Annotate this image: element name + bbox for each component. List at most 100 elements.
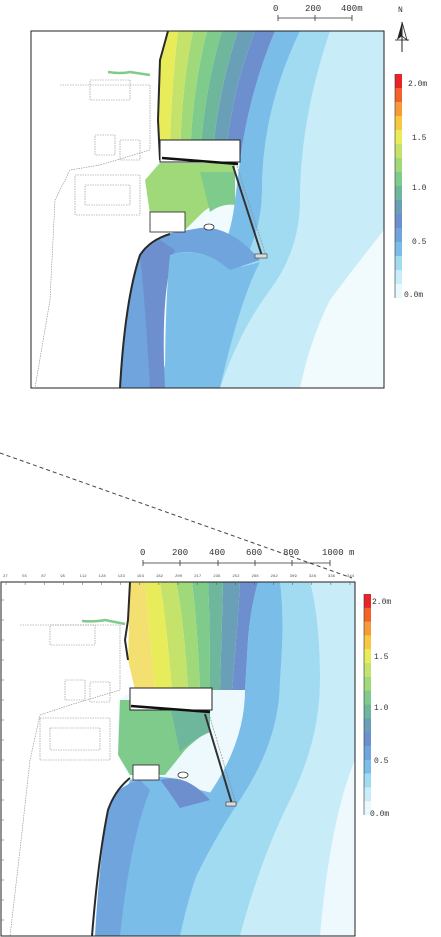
legend-swatch bbox=[364, 663, 371, 678]
legend-swatch bbox=[395, 200, 402, 215]
legend-swatch bbox=[364, 801, 371, 816]
legend-swatch bbox=[395, 116, 402, 131]
grid-label: 217 bbox=[194, 575, 202, 579]
section-line bbox=[0, 452, 353, 579]
legend-swatch bbox=[395, 270, 402, 285]
top-coastline-south bbox=[119, 233, 171, 389]
legend-swatch bbox=[364, 635, 371, 650]
grid-label: 344 bbox=[347, 575, 355, 579]
top-scale-label-0: 0 bbox=[273, 4, 279, 14]
bottom-river bbox=[81, 618, 126, 626]
top-map-frame bbox=[30, 30, 385, 389]
bottom-legend-label-1.5: 1.5 bbox=[374, 653, 389, 662]
bottom-legend-colorbar bbox=[364, 594, 371, 816]
grid-label: 128 bbox=[98, 575, 106, 579]
bottom-grid-ticks bbox=[5, 582, 351, 585]
bottom-legend-label-1.0: 1.0 bbox=[374, 704, 389, 713]
grid-label: 309 bbox=[289, 575, 297, 579]
bottom-quay bbox=[132, 764, 160, 781]
bottom-legend-label-0.0: 0.0m bbox=[370, 810, 390, 819]
top-pier-head bbox=[254, 253, 268, 259]
bottom-scale-label-0: 0 bbox=[140, 548, 146, 558]
bottom-breakwater-edge bbox=[130, 704, 211, 714]
legend-swatch bbox=[395, 242, 402, 257]
legend-swatch bbox=[395, 214, 402, 229]
grid-label: 87 bbox=[41, 575, 47, 579]
bottom-scale-label-800: 800 bbox=[283, 548, 300, 558]
bottom-legend-label-0.5: 0.5 bbox=[374, 757, 389, 766]
top-jetty-head bbox=[203, 223, 215, 231]
bottom-pier-head bbox=[225, 801, 237, 807]
legend-swatch bbox=[395, 284, 402, 299]
legend-swatch bbox=[364, 676, 371, 691]
top-legend-label-0.5: 0.5 bbox=[412, 238, 427, 247]
legend-swatch bbox=[395, 102, 402, 117]
top-pier bbox=[232, 165, 263, 257]
top-coastline-north bbox=[156, 30, 169, 161]
top-wave-field bbox=[31, 31, 384, 388]
legend-swatch bbox=[364, 704, 371, 719]
legend-swatch bbox=[364, 759, 371, 774]
top-legend-label-2.0: 2.0m bbox=[408, 80, 428, 89]
legend-swatch bbox=[364, 594, 371, 609]
grid-label: 27 bbox=[3, 575, 8, 579]
top-scale-bar bbox=[277, 15, 353, 21]
top-scale-label-200: 200 bbox=[305, 4, 322, 14]
north-arrow-icon bbox=[395, 21, 409, 52]
grid-label: 55 bbox=[22, 575, 27, 579]
grid-label: 236 bbox=[213, 575, 221, 579]
bottom-scale-label-200: 200 bbox=[172, 548, 189, 558]
bottom-legend-label-2.0: 2.0m bbox=[372, 598, 392, 607]
bottom-land-features bbox=[9, 624, 121, 937]
top-legend-label-1.0: 1.0 bbox=[412, 184, 427, 193]
legend-swatch bbox=[364, 649, 371, 664]
grid-label: 268 bbox=[251, 575, 259, 579]
legend-swatch bbox=[364, 718, 371, 733]
legend-swatch bbox=[395, 130, 402, 145]
grid-label: 182 bbox=[155, 575, 164, 579]
grid-label: 200 bbox=[175, 575, 183, 579]
bottom-wave-field bbox=[1, 582, 355, 936]
legend-swatch bbox=[395, 158, 402, 173]
bottom-pier bbox=[204, 713, 233, 805]
grid-label: 328 bbox=[308, 575, 316, 579]
bottom-scale-label-1000: 1000 m bbox=[322, 548, 355, 558]
grid-label: 252 bbox=[232, 575, 240, 579]
grid-label: 133 bbox=[117, 575, 125, 579]
top-legend-label-1.5: 1.5 bbox=[412, 134, 427, 143]
legend-swatch bbox=[395, 256, 402, 271]
grid-label: 282 bbox=[270, 575, 278, 579]
top-quay bbox=[149, 211, 186, 233]
top-breakwater-edge bbox=[161, 156, 239, 166]
grid-label: 95 bbox=[60, 575, 66, 579]
legend-swatch bbox=[364, 690, 371, 705]
bottom-coastline-south bbox=[91, 777, 131, 937]
legend-swatch bbox=[364, 745, 371, 761]
grid-label: 112 bbox=[79, 575, 87, 579]
legend-swatch bbox=[364, 621, 371, 636]
grid-label: 336 bbox=[327, 575, 336, 579]
legend-swatch bbox=[395, 228, 402, 243]
top-scale-label-400: 400m bbox=[341, 4, 363, 14]
legend-swatch bbox=[395, 88, 402, 103]
bottom-coastline-north bbox=[123, 581, 131, 661]
legend-swatch bbox=[364, 732, 371, 747]
north-label: N bbox=[398, 6, 403, 15]
legend-swatch bbox=[395, 186, 402, 201]
top-legend-colorbar bbox=[395, 74, 402, 299]
top-land-features bbox=[34, 79, 151, 389]
top-legend-label-0.0: 0.0m bbox=[404, 291, 424, 300]
legend-swatch bbox=[364, 787, 371, 802]
bottom-left-ticks bbox=[1, 599, 4, 921]
legend-swatch bbox=[364, 773, 371, 788]
bottom-scale-label-400: 400 bbox=[209, 548, 226, 558]
top-river bbox=[107, 70, 151, 77]
bottom-scale-label-600: 600 bbox=[246, 548, 263, 558]
grid-label: 163 bbox=[136, 575, 144, 579]
legend-swatch bbox=[364, 607, 371, 622]
bottom-scale-bar bbox=[142, 560, 331, 566]
legend-swatch bbox=[395, 172, 402, 187]
bottom-jetty-head bbox=[177, 771, 189, 779]
legend-swatch bbox=[395, 144, 402, 159]
